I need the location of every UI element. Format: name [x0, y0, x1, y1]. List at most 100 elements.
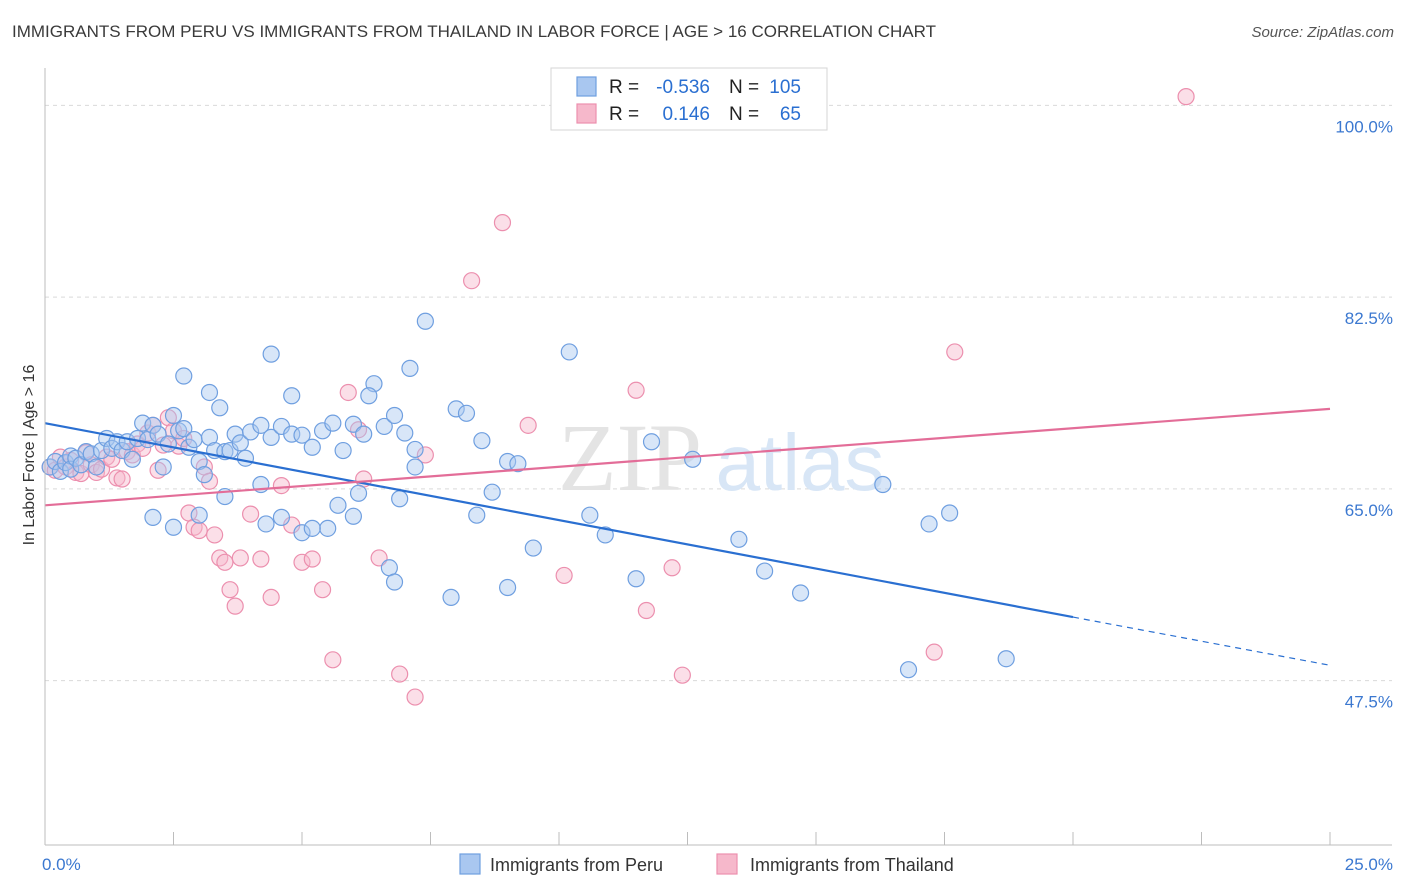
source-credit: Source: ZipAtlas.com: [1251, 24, 1394, 41]
peru-point: [627, 570, 645, 588]
peru-point: [941, 504, 959, 522]
peru-point: [293, 524, 311, 542]
thailand-point: [925, 643, 943, 661]
peru-point: [406, 440, 424, 459]
peru-point: [391, 490, 409, 508]
peru-point: [262, 428, 280, 446]
peru-point: [164, 518, 183, 536]
peru-point: [401, 359, 419, 377]
thailand-point: [416, 446, 434, 464]
peru-point: [134, 414, 152, 432]
thailand-point: [149, 461, 167, 479]
thailand-point: [216, 553, 234, 571]
peru-point: [442, 588, 460, 606]
thailand-point: [262, 588, 280, 606]
grid-layer: [45, 104, 1392, 682]
y-tick-label: 100.0%: [1335, 117, 1393, 136]
thailand-stats-swatch: [576, 103, 597, 124]
x-tick-label-start: 0.0%: [42, 855, 81, 874]
chart-title: IMMIGRANTS FROM PERU VS IMMIGRANTS FROM …: [12, 22, 936, 41]
legend-thailand-label: Immigrants from Thailand: [750, 855, 954, 875]
peru-point: [385, 406, 404, 425]
peru-point: [334, 441, 352, 460]
thailand-point: [627, 381, 645, 399]
peru-point: [380, 559, 398, 577]
peru-point: [344, 507, 362, 525]
peru-point: [283, 387, 301, 405]
y-tick-label: 47.5%: [1345, 693, 1393, 712]
peru-point: [473, 432, 491, 450]
peru-point: [62, 460, 80, 478]
peru-point: [791, 584, 810, 602]
peru-point: [231, 434, 249, 452]
thailand-point: [123, 446, 141, 464]
thailand-point: [242, 505, 260, 523]
peru-trend-line: [44, 422, 1074, 619]
peru-point: [416, 312, 434, 330]
peru-point: [349, 484, 368, 502]
peru-point: [257, 515, 275, 533]
peru-point: [642, 433, 661, 451]
peru-point: [190, 452, 208, 471]
peru-point: [236, 449, 255, 467]
thailand-point: [391, 665, 409, 683]
peru-point: [874, 475, 892, 494]
thailand-point: [1177, 88, 1195, 106]
thailand-point: [226, 597, 244, 615]
peru-point: [252, 416, 270, 434]
peru-point: [195, 466, 213, 484]
peru-point: [144, 508, 162, 526]
thailand-point: [406, 688, 424, 706]
peru-point: [293, 426, 311, 444]
legend: Immigrants from Peru Immigrants from Tha…: [459, 853, 954, 875]
peru-point: [154, 458, 172, 476]
peru-point: [920, 515, 938, 533]
thailand-r-value: 0.146: [662, 104, 710, 125]
peru-point: [200, 428, 219, 446]
peru-point: [190, 506, 208, 524]
peru-point: [596, 526, 614, 544]
thailand-point: [663, 559, 681, 577]
thailand-n-label: N =: [729, 104, 764, 125]
peru-point: [385, 573, 404, 591]
thailand-points: [41, 88, 1195, 706]
thailand-trend-line: [44, 407, 1331, 507]
thailand-n-value: 65: [780, 104, 801, 125]
thailand-point: [493, 214, 512, 232]
thailand-point: [134, 439, 152, 457]
peru-point: [51, 462, 70, 480]
peru-point: [483, 483, 501, 501]
peru-point: [329, 496, 347, 514]
thailand-point: [190, 521, 208, 540]
peru-point: [468, 506, 486, 524]
y-tick-label: 65.0%: [1345, 501, 1393, 520]
peru-point: [360, 387, 378, 405]
y-tick-label: 82.5%: [1345, 309, 1393, 328]
peru-point: [262, 345, 280, 363]
y-axis-title: In Labor Force | Age > 16: [21, 365, 38, 546]
peru-n-value: 105: [769, 77, 801, 98]
peru-n-label: N =: [729, 77, 764, 98]
peru-point: [684, 450, 702, 468]
peru-point: [159, 435, 177, 453]
peru-point: [355, 425, 373, 443]
peru-point: [499, 578, 517, 597]
thailand-point: [463, 272, 481, 290]
peru-point: [87, 458, 106, 476]
peru-point: [447, 400, 465, 418]
thailand-point: [637, 601, 655, 620]
thailand-point: [293, 553, 311, 571]
axes: 47.5% 65.0% 82.5% 100.0% 0.0% 25.0%: [42, 68, 1393, 874]
peru-point: [272, 508, 291, 526]
thailand-point: [108, 469, 126, 487]
thailand-point: [206, 526, 224, 544]
peru-point: [303, 438, 321, 456]
peru-point: [730, 530, 748, 548]
thailand-point: [324, 651, 342, 669]
thailand-point: [946, 343, 964, 361]
thailand-point: [87, 463, 106, 482]
stats-box: R = -0.536 N = 105 R = 0.146 N = 65: [550, 67, 828, 131]
thailand-point: [303, 550, 321, 568]
legend-peru-swatch: [459, 853, 481, 875]
watermark-atlas: atlas: [716, 418, 885, 507]
